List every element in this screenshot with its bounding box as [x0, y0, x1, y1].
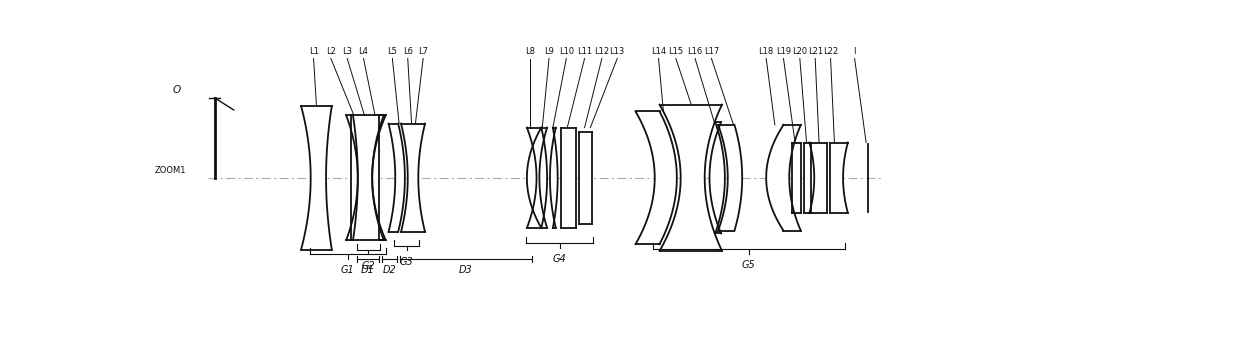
Text: G1: G1: [341, 265, 355, 275]
Text: L7: L7: [418, 47, 428, 56]
Text: L4: L4: [358, 47, 368, 56]
Text: ZOOM1: ZOOM1: [155, 165, 186, 175]
Polygon shape: [660, 105, 722, 251]
Text: L3: L3: [342, 47, 352, 56]
Text: L10: L10: [559, 47, 574, 56]
Polygon shape: [579, 132, 593, 224]
Polygon shape: [804, 143, 811, 213]
Text: G3: G3: [401, 257, 414, 267]
Text: L16: L16: [687, 47, 703, 56]
Polygon shape: [351, 115, 358, 240]
Polygon shape: [718, 125, 743, 231]
Text: L8: L8: [525, 47, 534, 56]
Polygon shape: [709, 122, 725, 233]
Polygon shape: [560, 128, 575, 228]
Text: L20: L20: [792, 47, 807, 56]
Text: L2: L2: [326, 47, 336, 56]
Text: L21: L21: [807, 47, 823, 56]
Polygon shape: [401, 124, 425, 232]
Text: I: I: [853, 47, 856, 56]
Text: D1: D1: [361, 265, 374, 275]
Text: L19: L19: [776, 47, 791, 56]
Text: L14: L14: [651, 47, 666, 56]
Text: L1: L1: [309, 47, 319, 56]
Text: G5: G5: [742, 260, 755, 270]
Text: G4: G4: [553, 254, 567, 264]
Polygon shape: [539, 128, 547, 228]
Polygon shape: [551, 128, 558, 228]
Text: L11: L11: [577, 47, 593, 56]
Text: L9: L9: [544, 47, 554, 56]
Polygon shape: [810, 143, 827, 213]
Text: L18: L18: [759, 47, 774, 56]
Text: L15: L15: [668, 47, 683, 56]
Text: L12: L12: [594, 47, 609, 56]
Text: L22: L22: [823, 47, 838, 56]
Polygon shape: [372, 115, 383, 240]
Text: D2: D2: [383, 265, 397, 275]
Polygon shape: [830, 143, 848, 213]
Polygon shape: [635, 111, 677, 244]
Text: L6: L6: [403, 47, 413, 56]
Polygon shape: [792, 143, 801, 213]
Polygon shape: [527, 128, 542, 228]
Polygon shape: [388, 124, 404, 232]
Polygon shape: [301, 106, 332, 250]
Polygon shape: [766, 125, 801, 231]
Text: L5: L5: [387, 47, 397, 56]
Polygon shape: [346, 115, 386, 240]
Text: G2: G2: [362, 261, 376, 271]
Text: L17: L17: [704, 47, 719, 56]
Text: D3: D3: [459, 265, 472, 275]
Text: O: O: [172, 85, 180, 95]
Text: L13: L13: [610, 47, 625, 56]
